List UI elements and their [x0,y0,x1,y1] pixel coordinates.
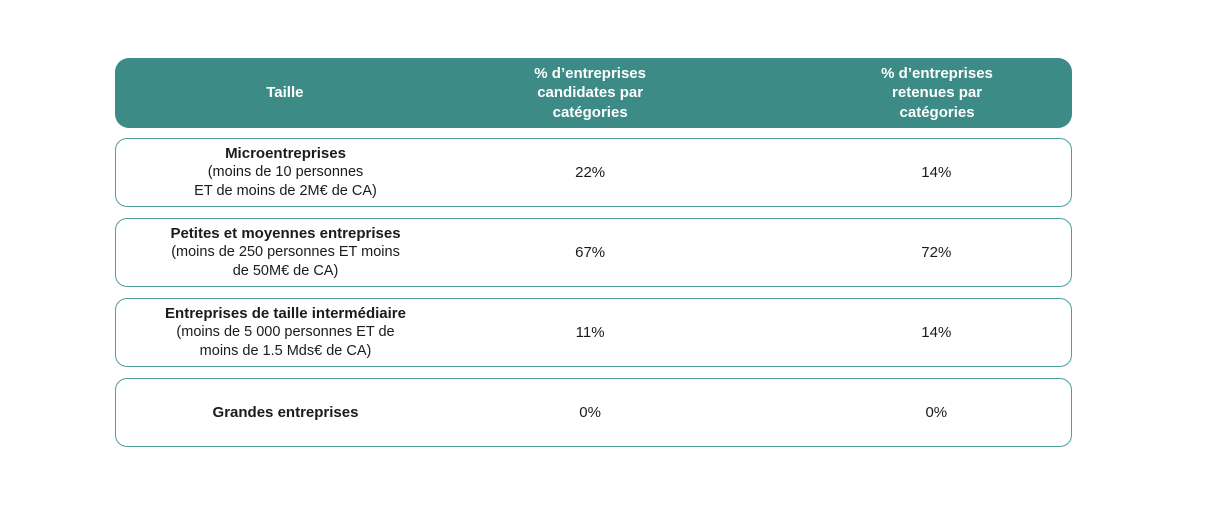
candidates-value: 67% [575,244,606,261]
retenues-value: 72% [921,244,952,261]
table-row-pme: Petites et moyennes entreprises (moins d… [115,218,1072,287]
row-label-cell: Grandes entreprises [116,403,455,423]
row-detail: (moins de 250 personnes ET moins de 50M€… [171,244,400,280]
table-row-eti: Entreprises de taille intermédiaire (moi… [115,298,1072,367]
enterprise-size-table: Taille % d’entreprises candidates par ca… [115,58,1072,447]
candidates-value: 22% [575,164,606,181]
row-detail: (moins de 5 000 personnes ET de moins de… [176,324,395,360]
candidates-value: 0% [579,404,601,421]
row-name: Grandes entreprises [212,403,359,421]
retenues-value: 0% [925,404,948,421]
candidates-value: 11% [575,324,605,341]
table-row-microentreprises: Microentreprises (moins de 10 personnes … [115,138,1072,207]
header-col-candidates: % d’entreprises candidates par catégorie… [534,64,646,121]
header-col-retenues: % d’entreprises retenues par catégories [881,64,993,121]
row-detail: (moins de 10 personnes ET de moins de 2M… [194,164,377,200]
row-name: Entreprises de taille intermédiaire [165,304,406,322]
header-col-taille: Taille [266,84,304,102]
table-header-row: Taille % d’entreprises candidates par ca… [115,58,1072,128]
retenues-value: 14% [921,324,952,341]
retenues-value: 14% [921,164,952,181]
table-row-grandes-entreprises: Grandes entreprises 0% 0% [115,378,1072,447]
row-label-cell: Entreprises de taille intermédiaire (moi… [116,304,455,361]
row-label-cell: Microentreprises (moins de 10 personnes … [116,144,455,201]
row-name: Petites et moyennes entreprises [170,224,401,242]
row-name: Microentreprises [225,144,346,162]
row-label-cell: Petites et moyennes entreprises (moins d… [116,224,455,281]
